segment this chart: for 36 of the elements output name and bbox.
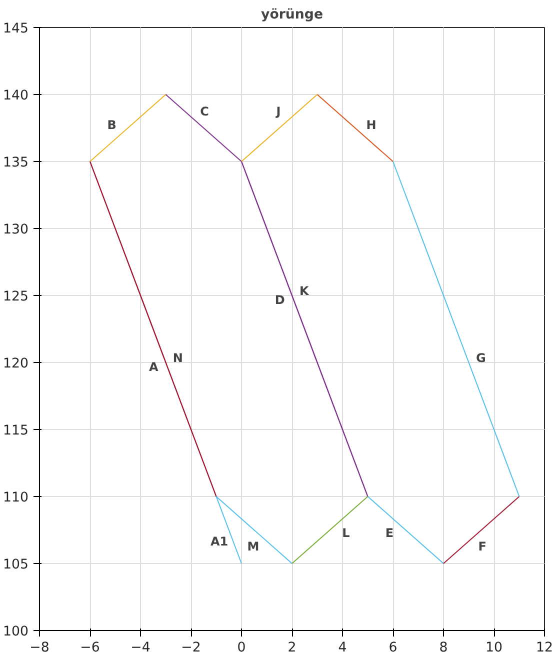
x-tick-label: −8 [30,640,50,654]
x-tick-label: 2 [288,640,296,654]
x-tick-label: −2 [181,640,201,654]
y-tick-label: 145 [3,22,29,36]
series-label: H [366,118,376,132]
y-tick-label: 135 [3,156,29,170]
y-tick-label: 120 [3,356,29,372]
y-tick-label: 115 [3,424,29,438]
x-tick-label: 0 [237,640,246,654]
x-tick-label: 4 [338,640,347,654]
series-label: J [275,104,281,118]
x-tick-label: −6 [80,640,100,654]
x-tick-label: 12 [536,640,553,654]
series-label: K [299,284,310,298]
y-tick-label: 125 [3,290,29,304]
series-label: C [200,104,210,118]
y-tick-label: 110 [3,490,29,506]
x-tick-label: 8 [439,640,448,654]
x-tick-label: 10 [486,640,502,654]
x-tick-label: 6 [388,640,398,654]
series-label: E [385,526,394,540]
series-label: N [172,350,183,365]
series-label: G [476,350,486,365]
y-tick-label: 140 [3,88,29,104]
series-label: F [478,540,486,554]
y-tick-label: 105 [3,558,29,572]
series-label: A1 [210,534,228,548]
x-tick-label: −4 [130,640,150,654]
series-label: M [247,540,260,554]
series-label: A [148,360,159,374]
y-tick-label: 130 [3,222,29,238]
chart-title: yörünge [261,8,323,22]
y-tick-label: 100 [3,624,29,640]
series-label: B [107,118,116,132]
series-label: D [274,293,285,308]
series-label: L [342,526,350,540]
